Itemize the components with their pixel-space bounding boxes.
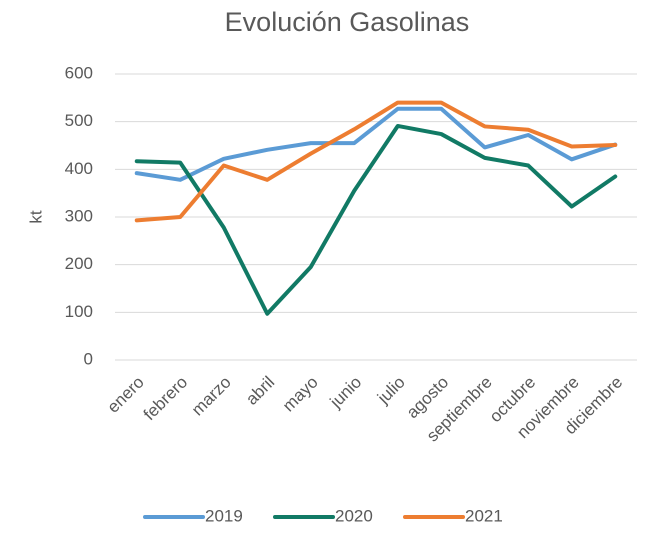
y-tick-label: 0	[84, 349, 93, 368]
y-axis-label: kt	[26, 210, 45, 224]
series-line	[134, 100, 618, 223]
y-tick-label: 400	[65, 159, 93, 178]
legend-label: 2019	[205, 506, 243, 525]
series-line	[134, 123, 618, 316]
y-tick-label: 200	[65, 254, 93, 273]
x-tick-label: junio	[326, 373, 366, 413]
x-tick-label: febrero	[140, 373, 192, 425]
y-tick-label: 300	[65, 206, 93, 225]
y-tick-label: 600	[65, 63, 93, 82]
x-tick-label: julio	[373, 373, 409, 409]
x-tick-label: abril	[242, 373, 278, 409]
x-tick-label: mayo	[279, 373, 322, 416]
y-tick-label: 500	[65, 111, 93, 130]
legend-label: 2020	[335, 506, 373, 525]
series-line	[134, 106, 618, 182]
x-tick-label: marzo	[188, 373, 235, 420]
chart-title: Evolución Gasolinas	[225, 7, 470, 37]
legend-label: 2021	[465, 506, 503, 525]
y-tick-label: 100	[65, 302, 93, 321]
